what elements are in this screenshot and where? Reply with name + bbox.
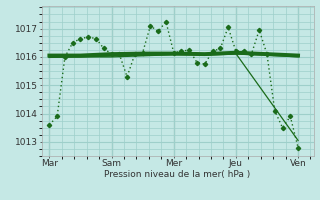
X-axis label: Pression niveau de la mer( hPa ): Pression niveau de la mer( hPa ) — [104, 170, 251, 179]
